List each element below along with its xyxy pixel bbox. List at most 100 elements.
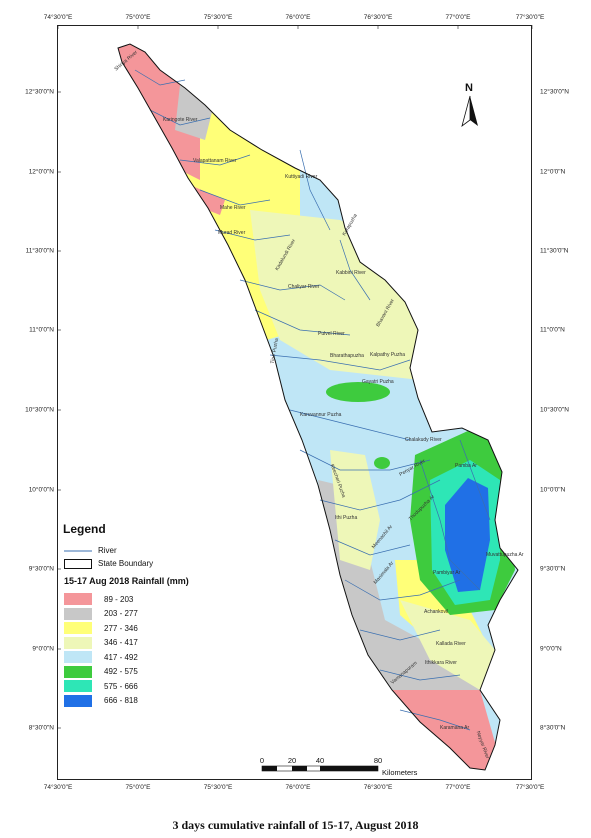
y-tick-left: 9°0'0"N [32, 645, 54, 653]
x-tick-bottom: 75°0'0"E [125, 784, 151, 791]
y-tick-right: 11°0'0"N [540, 326, 565, 334]
y-tick-right: 9°30'0"N [540, 565, 566, 573]
rainfall-class: 89 - 203 [64, 592, 250, 607]
class-label: 203 - 277 [104, 609, 138, 619]
class-label: 666 - 818 [104, 696, 138, 706]
boundary-box-icon [64, 558, 92, 569]
rainfall-class: 277 - 346 [64, 621, 250, 636]
legend-title: Legend [63, 522, 106, 536]
zone-492-575-central [326, 382, 390, 402]
y-tick-left: 11°30'0"N [25, 247, 54, 255]
scale-unit: Kilometers [382, 768, 418, 777]
x-tick-bottom: 77°30'0"E [515, 784, 545, 791]
river-label: Pambiyar Ar [433, 570, 461, 576]
class-label: 492 - 575 [104, 667, 138, 677]
x-tick-top: 75°0'0"E [125, 14, 151, 21]
legend-river-label: River [98, 546, 117, 555]
rainfall-class: 666 - 818 [64, 694, 250, 709]
zone-666-818 [445, 478, 490, 592]
river-label: Karamana Ar [440, 725, 470, 731]
x-tick-top: 77°0'0"E [445, 14, 471, 21]
river-label: Chaliyar River [288, 284, 320, 290]
river-label: Valapattanam River [193, 158, 237, 164]
river-label: Ithikkara River [425, 660, 457, 666]
river-label: Kallada River [436, 641, 466, 647]
scale-label: 20 [287, 756, 297, 765]
class-label: 575 - 666 [104, 681, 138, 691]
north-arrow: N [458, 82, 482, 128]
y-tick-left: 8°30'0"N [28, 724, 54, 732]
rainfall-class: 203 - 277 [64, 607, 250, 622]
river-label: Mahe River [220, 205, 246, 211]
scale-label: 0 [259, 756, 265, 765]
x-tick-bottom: 76°30'0"E [363, 784, 393, 791]
zone-492-575-spot [374, 457, 390, 469]
river-label: Murad River [218, 230, 246, 236]
zone-346-417-west [330, 450, 380, 570]
legend-river-row: River [64, 544, 250, 557]
y-tick-right: 12°0'0"N [540, 168, 566, 176]
class-label: 346 - 417 [104, 638, 138, 648]
y-tick-left: 10°30'0"N [25, 406, 54, 414]
class-swatch [64, 694, 92, 707]
y-tick-left: 12°30'0"N [25, 88, 54, 96]
y-tick-left: 12°0'0"N [28, 168, 54, 176]
class-swatch [64, 622, 92, 635]
x-tick-bottom: 77°0'0"E [445, 784, 471, 791]
rainfall-class-list: 89 - 203 203 - 277 277 - 346 346 - 417 4… [60, 592, 250, 708]
legend-boundary-row: State Boundary [64, 557, 250, 570]
north-arrow-icon [461, 95, 478, 128]
y-tick-right: 12°30'0"N [540, 88, 569, 96]
river-label: Karuvannur Puzha [300, 412, 342, 418]
rainfall-class: 346 - 417 [64, 636, 250, 651]
class-swatch [64, 651, 92, 664]
river-label: Kalpathy Puzha [370, 352, 406, 358]
y-tick-right: 8°30'0"N [540, 724, 566, 732]
river-label: Muvattupuzha Ar [486, 552, 524, 558]
river-label: Pamba Ar [455, 463, 477, 469]
y-tick-left: 11°0'0"N [29, 326, 54, 334]
river-label: Karingote River [163, 117, 198, 123]
rainfall-legend-title: 15-17 Aug 2018 Rainfall (mm) [64, 576, 189, 586]
x-tick-top: 75°30'0"E [203, 14, 233, 21]
y-tick-left: 10°0'0"N [28, 486, 54, 494]
state-boundary [117, 43, 519, 771]
y-tick-right: 10°30'0"N [540, 406, 569, 414]
rainfall-class: 575 - 666 [64, 679, 250, 694]
class-label: 277 - 346 [104, 623, 138, 633]
y-tick-right: 11°30'0"N [540, 247, 569, 255]
x-tick-bottom: 75°30'0"E [203, 784, 233, 791]
river-label: Kabbini River [336, 270, 366, 276]
y-tick-right: 10°0'0"N [540, 486, 566, 494]
legend-boundary-label: State Boundary [98, 559, 154, 568]
x-tick-bottom: 74°30'0"E [43, 784, 73, 791]
rainfall-class: 492 - 575 [64, 665, 250, 680]
class-swatch [64, 665, 92, 678]
scale-bar [261, 765, 379, 772]
river-label: Pulvel River [318, 331, 345, 337]
river-label: Achankovil [424, 609, 449, 615]
scale-label: 40 [315, 756, 325, 765]
graticule-ticks [57, 25, 533, 729]
x-tick-bottom: 76°0'0"E [285, 784, 311, 791]
rainfall-class: 417 - 492 [64, 650, 250, 665]
legend: Legend River State Boundary 15-17 Aug 20… [60, 522, 250, 708]
river-label: Gayatri Puzha [362, 379, 394, 385]
scale-label: 80 [373, 756, 383, 765]
y-tick-right: 9°0'0"N [540, 645, 562, 653]
river-label: Kuttiyadi River [285, 174, 318, 180]
class-swatch [64, 636, 92, 649]
north-letter: N [465, 82, 473, 94]
x-tick-top: 77°30'0"E [515, 14, 545, 21]
river-line-icon [64, 550, 92, 551]
x-tick-top: 76°0'0"E [285, 14, 311, 21]
river-label: Bharathapuzha [330, 353, 364, 359]
class-swatch [64, 607, 92, 620]
class-label: 89 - 203 [104, 594, 134, 604]
zone-89-203-mahe [190, 185, 225, 215]
class-label: 417 - 492 [104, 652, 138, 662]
map-caption: 3 days cumulative rainfall of 15-17, Aug… [172, 818, 419, 832]
x-tick-top: 74°30'0"E [43, 14, 73, 21]
river-label: Ithi Puzha [335, 515, 358, 521]
